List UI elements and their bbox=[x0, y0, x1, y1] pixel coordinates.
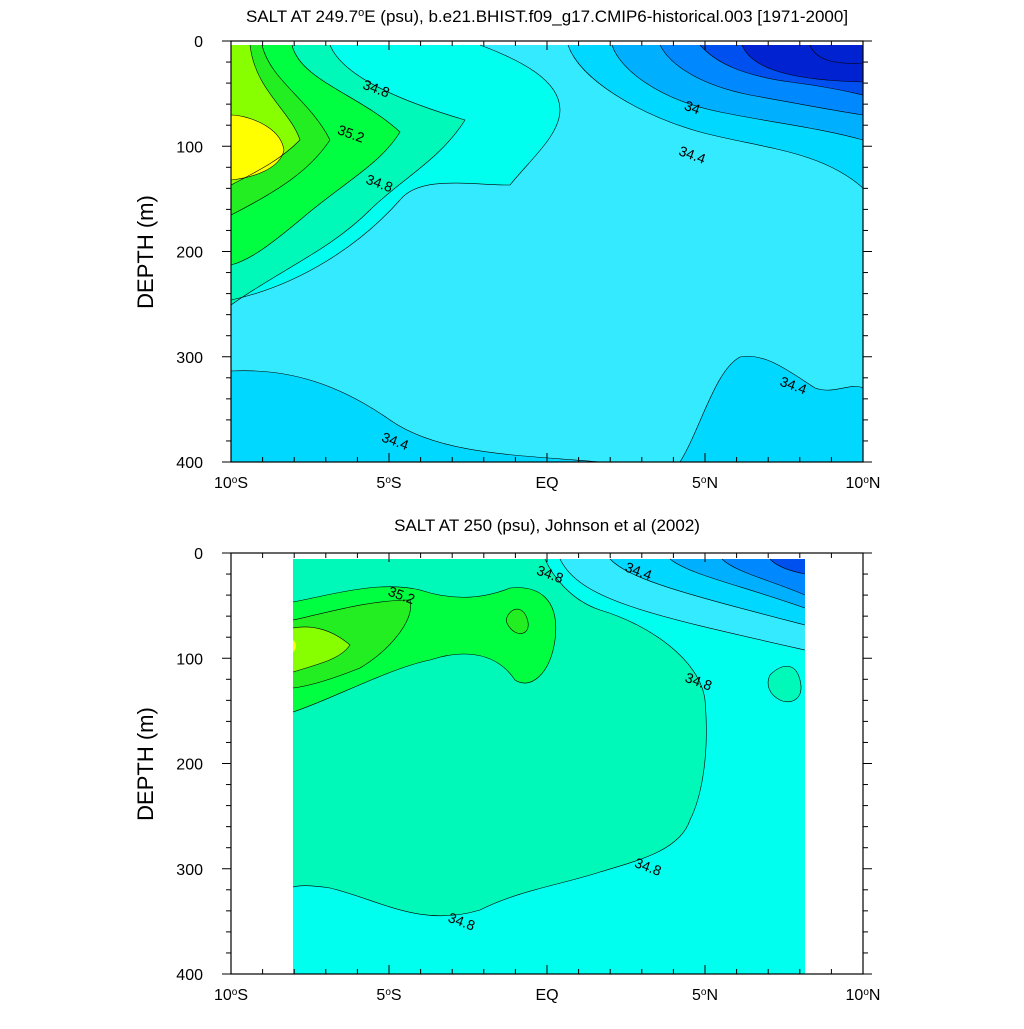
panel-bottom: SALT AT 250 (psu), Johnson et al (2002) bbox=[133, 516, 880, 1004]
salinity-band bbox=[293, 600, 411, 688]
contour-label: 34 bbox=[682, 97, 702, 117]
x-tick-label: 5oN bbox=[692, 475, 718, 493]
salinity-band bbox=[506, 609, 529, 634]
salinity-band bbox=[680, 356, 863, 462]
y-axis-label: DEPTH (m) bbox=[133, 707, 158, 821]
panel-top: SALT AT 249.7oE (psu), b.e21.BHIST.f09_g… bbox=[133, 7, 880, 492]
y-tick-label: 0 bbox=[194, 546, 203, 563]
x-tick-label: 5oS bbox=[376, 475, 401, 493]
x-tick-label: 5oS bbox=[376, 987, 401, 1005]
y-tick-label: 400 bbox=[176, 455, 203, 472]
y-tick-label: 100 bbox=[176, 651, 203, 668]
y-tick-label: 100 bbox=[176, 139, 203, 156]
contour-lines bbox=[292, 558, 806, 917]
salinity-band bbox=[770, 559, 805, 574]
axes: 10oS 5oS EQ 5oN 10oN 0 100 200 300 400 bbox=[176, 546, 880, 1004]
x-tick-label: EQ bbox=[535, 987, 558, 1004]
y-tick-label: 200 bbox=[176, 245, 203, 262]
salinity-band bbox=[231, 370, 600, 462]
y-tick-label: 300 bbox=[176, 350, 203, 367]
y-tick-label: 400 bbox=[176, 967, 203, 984]
y-tick-label: 300 bbox=[176, 862, 203, 879]
panel-title: SALT AT 249.7oE (psu), b.e21.BHIST.f09_g… bbox=[246, 7, 848, 26]
x-tick-label: EQ bbox=[535, 475, 558, 492]
salinity-band bbox=[768, 666, 801, 702]
contour-fills bbox=[231, 41, 863, 462]
x-tick-label: 10oS bbox=[214, 987, 248, 1005]
x-tick-label: 5oN bbox=[692, 987, 718, 1005]
panel-title: SALT AT 250 (psu), Johnson et al (2002) bbox=[394, 516, 700, 535]
y-axis-label: DEPTH (m) bbox=[133, 195, 158, 309]
x-tick-label: 10oN bbox=[846, 987, 881, 1005]
salinity-band bbox=[810, 45, 863, 64]
salinity-band bbox=[293, 626, 350, 672]
salinity-band bbox=[293, 640, 297, 652]
contour-fills bbox=[231, 553, 863, 974]
y-tick-label: 200 bbox=[176, 757, 203, 774]
x-tick-label: 10oN bbox=[846, 475, 881, 493]
x-tick-label: 10oS bbox=[214, 475, 248, 493]
y-tick-label: 0 bbox=[194, 34, 203, 51]
salinity-band bbox=[231, 115, 284, 180]
contour-lines bbox=[231, 44, 863, 462]
axes: 10oS 5oS EQ 5oN 10oN 0 100 200 300 400 bbox=[176, 34, 880, 492]
